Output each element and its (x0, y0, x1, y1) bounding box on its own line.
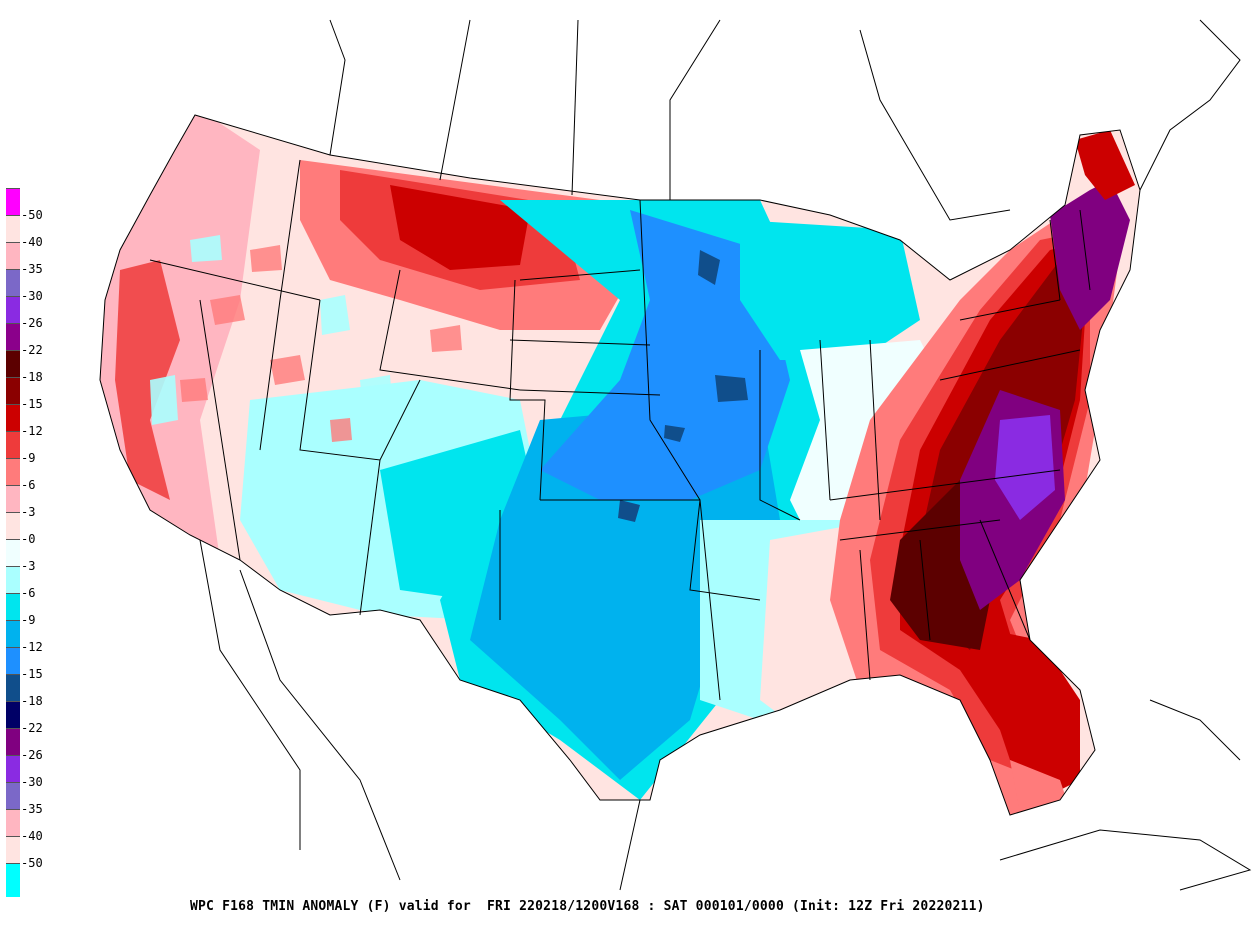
legend-label: 30 (21, 290, 42, 302)
legend-label: 15 (21, 398, 42, 410)
legend-swatch (6, 566, 20, 593)
legend-swatch (6, 836, 20, 863)
legend-swatch (6, 215, 20, 242)
legend-swatch (6, 458, 20, 485)
legend-label: -9 (21, 613, 36, 627)
legend-label: 6 (21, 479, 35, 491)
southern-plains-region (470, 400, 780, 780)
midwest-region (540, 210, 790, 500)
legend-swatch (6, 323, 20, 350)
legend-label: -6 (21, 586, 36, 600)
country-boundaries (199, 19, 1252, 891)
texture-cyan-patches (150, 235, 392, 425)
great-lakes-region (740, 220, 920, 360)
legend-swatch (6, 755, 20, 782)
legend-label: 18 (21, 371, 42, 383)
legend-swatch (6, 431, 20, 458)
legend-label: -22 (21, 721, 43, 735)
carolinas-core (995, 415, 1055, 520)
legend-swatch (6, 593, 20, 620)
legend-swatch (6, 269, 20, 296)
legend-label: -18 (21, 694, 43, 708)
legend-swatch (6, 296, 20, 323)
legend-label: -12 (21, 640, 43, 654)
legend-swatch (6, 188, 20, 215)
legend-label: -15 (21, 667, 43, 681)
legend-swatch (6, 647, 20, 674)
legend-label: -26 (21, 748, 43, 762)
legend-label: 22 (21, 344, 42, 356)
legend-label: -50 (21, 856, 43, 870)
legend-label: 40 (21, 236, 42, 248)
florida-region (990, 630, 1080, 800)
legend-label: 0 (21, 533, 35, 545)
state-boundaries (99, 114, 1141, 816)
legend-swatch (6, 539, 20, 566)
legend-label: 50 (21, 209, 42, 221)
map-caption: WPC F168 TMIN ANOMALY (F) valid for FRI … (190, 899, 985, 914)
legend-label: -35 (21, 802, 43, 816)
legend-swatch (6, 674, 20, 701)
legend-swatch (6, 728, 20, 755)
legend-label: -40 (21, 829, 43, 843)
legend-label: 35 (21, 263, 42, 275)
west-coast-red-patches (115, 260, 180, 500)
legend-label: 3 (21, 506, 35, 518)
legend-label: -3 (21, 559, 36, 573)
legend-swatch (6, 242, 20, 269)
legend-swatch (6, 863, 20, 897)
legend-swatch (6, 485, 20, 512)
legend-swatch (6, 620, 20, 647)
legend-swatch (6, 404, 20, 431)
montana-dark-core (390, 185, 530, 270)
midwest-dark-spots (618, 250, 748, 522)
legend-swatch (6, 809, 20, 836)
legend-label: 12 (21, 425, 42, 437)
legend-swatch (6, 512, 20, 539)
legend-swatch (6, 377, 20, 404)
legend-label: -30 (21, 775, 43, 789)
legend-swatch (6, 350, 20, 377)
maine-red (1075, 130, 1135, 200)
legend-label: 9 (21, 452, 35, 464)
new-england-region (1050, 180, 1130, 330)
legend-swatch (6, 701, 20, 728)
legend-swatch (6, 782, 20, 809)
legend-label: 26 (21, 317, 42, 329)
